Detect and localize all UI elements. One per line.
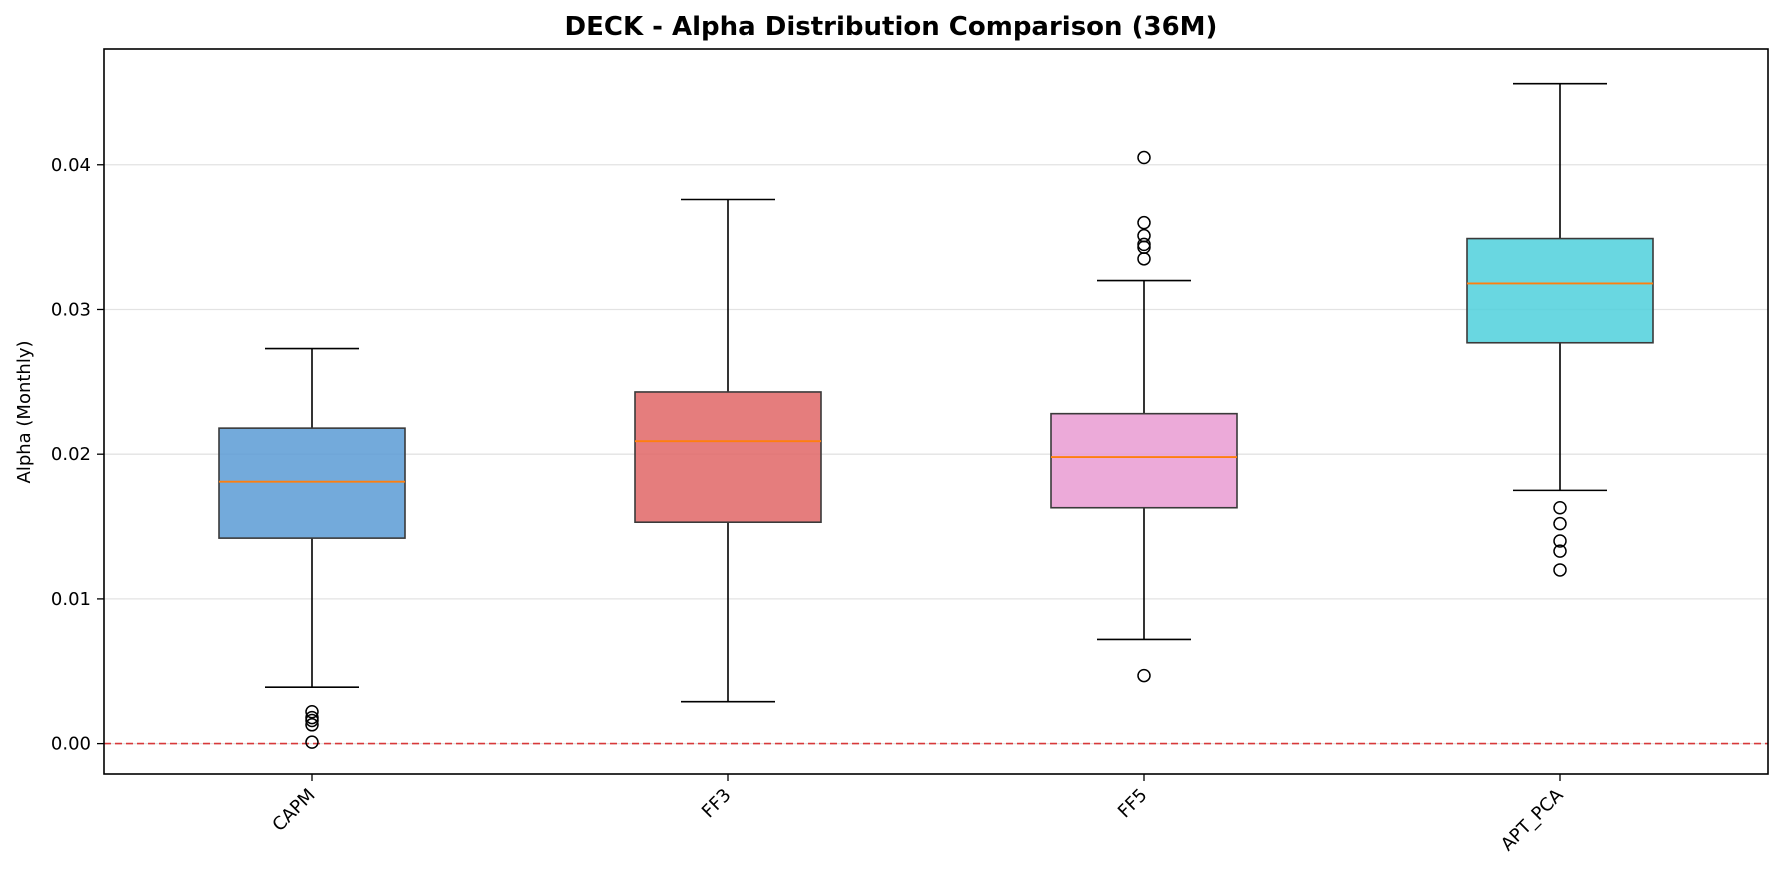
outlier-point [305,705,319,719]
y-tick-label: 0.04 [51,155,91,176]
x-tick-label: APT_PCA [1497,784,1568,855]
boxes-layer [218,82,1654,749]
outlier-point [305,718,319,732]
iqr-box [634,391,822,524]
box-group-ff3 [634,198,822,703]
iqr-box [1050,412,1238,509]
outlier-point [1137,237,1151,252]
box-group-apt-pca [1466,82,1654,577]
y-tick-label: 0.02 [51,444,91,465]
x-tick-label: FF3 [698,785,736,823]
outlier-point [1553,544,1567,558]
outlier-point [305,735,319,749]
outlier-point [1553,534,1567,548]
box-group-ff5 [1050,150,1238,683]
outlier-point [1553,500,1567,515]
iqr-box [218,427,406,539]
y-axis-label: Alpha (Monthly) [14,340,35,483]
outlier-point [1553,563,1567,577]
outlier-point [1553,516,1567,531]
outlier-point [1137,228,1151,243]
outlier-point [305,710,319,725]
x-tick-label: FF5 [1114,785,1152,823]
y-tick-label: 0.01 [51,589,91,610]
outlier-point [1137,240,1151,255]
outlier-point [1137,215,1151,230]
y-tick-label: 0.03 [51,299,91,320]
x-tick-label: CAPM [268,785,319,836]
outlier-point [1137,668,1151,683]
box-group-capm [218,347,406,749]
y-tick-label: 0.00 [51,734,91,755]
plot-frame [103,48,1769,775]
chart-title: DECK - Alpha Distribution Comparison (36… [565,12,1218,42]
outlier-point [1137,252,1151,266]
iqr-box [1466,237,1654,344]
outlier-point [1137,150,1151,165]
